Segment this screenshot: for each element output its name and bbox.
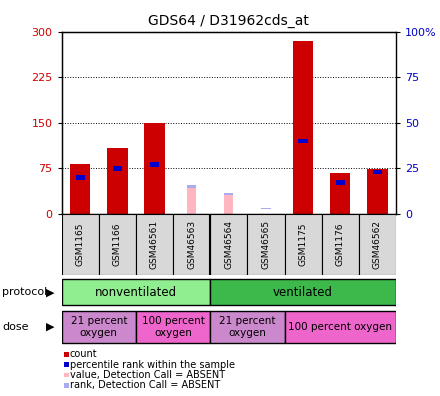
Bar: [367, 169, 388, 214]
Bar: [285, 310, 396, 343]
Bar: [224, 192, 233, 214]
Text: 21 percent
oxygen: 21 percent oxygen: [219, 316, 275, 337]
Text: GSM1166: GSM1166: [113, 223, 122, 266]
Bar: [336, 181, 345, 185]
Text: rank, Detection Call = ABSENT: rank, Detection Call = ABSENT: [70, 380, 220, 390]
Title: GDS64 / D31962cds_at: GDS64 / D31962cds_at: [148, 14, 309, 28]
Text: value, Detection Call = ABSENT: value, Detection Call = ABSENT: [70, 370, 225, 380]
FancyBboxPatch shape: [285, 214, 322, 275]
Bar: [144, 123, 165, 214]
FancyBboxPatch shape: [99, 214, 136, 275]
Bar: [330, 173, 351, 214]
Bar: [261, 208, 271, 209]
Text: GSM1165: GSM1165: [76, 223, 84, 266]
Text: GSM46563: GSM46563: [187, 220, 196, 269]
Bar: [136, 310, 210, 343]
FancyBboxPatch shape: [322, 214, 359, 275]
FancyBboxPatch shape: [359, 214, 396, 275]
Text: GSM46564: GSM46564: [224, 220, 233, 269]
Bar: [187, 185, 196, 188]
FancyBboxPatch shape: [210, 214, 247, 275]
FancyBboxPatch shape: [173, 214, 210, 275]
Text: 100 percent oxygen: 100 percent oxygen: [288, 322, 392, 332]
Text: protocol: protocol: [2, 287, 48, 297]
Text: 100 percent
oxygen: 100 percent oxygen: [142, 316, 205, 337]
Bar: [298, 139, 308, 143]
Text: GSM1176: GSM1176: [336, 223, 345, 266]
Text: percentile rank within the sample: percentile rank within the sample: [70, 360, 235, 370]
Bar: [62, 279, 210, 305]
Bar: [70, 164, 90, 214]
Text: ▶: ▶: [46, 322, 55, 332]
Bar: [373, 169, 382, 174]
FancyBboxPatch shape: [247, 214, 285, 275]
Bar: [210, 310, 285, 343]
FancyBboxPatch shape: [62, 214, 99, 275]
Text: GSM46565: GSM46565: [261, 220, 271, 269]
Text: GSM46562: GSM46562: [373, 220, 382, 269]
Text: count: count: [70, 349, 97, 360]
Text: dose: dose: [2, 322, 29, 332]
Bar: [293, 41, 313, 214]
FancyBboxPatch shape: [136, 214, 173, 275]
Bar: [62, 310, 136, 343]
Text: ventilated: ventilated: [273, 286, 333, 299]
Bar: [224, 193, 234, 194]
Text: ▶: ▶: [46, 287, 55, 297]
Text: nonventilated: nonventilated: [95, 286, 177, 299]
Bar: [150, 162, 159, 167]
Text: 21 percent
oxygen: 21 percent oxygen: [70, 316, 127, 337]
Bar: [107, 148, 128, 214]
Bar: [113, 166, 122, 171]
Bar: [76, 175, 85, 180]
Bar: [187, 185, 196, 214]
Bar: [210, 279, 396, 305]
Text: GSM1175: GSM1175: [299, 223, 308, 266]
Text: GSM46561: GSM46561: [150, 220, 159, 269]
